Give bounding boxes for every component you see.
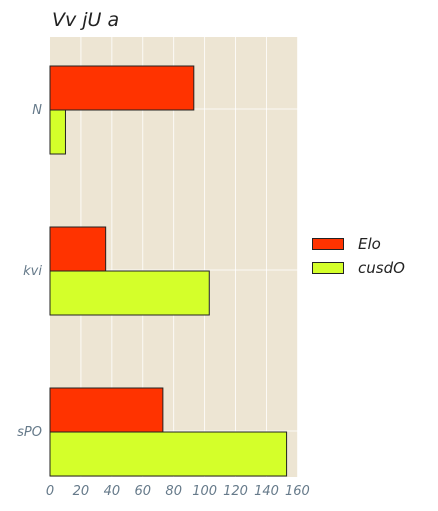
x-tick-labels: 0 20 40 60 80 100 120 140 160 xyxy=(46,484,310,499)
bar-Elo-kvi xyxy=(49,226,107,272)
x-tick-label: 140 xyxy=(254,484,279,499)
x-tick-label: 0 xyxy=(46,484,54,499)
x-tick-label: 20 xyxy=(73,484,90,499)
bar-cusdO-kvi xyxy=(49,270,210,316)
x-tick-label: 100 xyxy=(192,484,217,499)
chart-title: Vv jU a xyxy=(52,9,120,31)
y-tick-label: N xyxy=(32,103,42,118)
x-tick-label: 120 xyxy=(223,484,248,499)
x-tick-label: 60 xyxy=(135,484,152,499)
legend-swatch-series-2 xyxy=(312,262,344,274)
y-tick-label: sPO xyxy=(17,425,42,440)
x-tick-label: 80 xyxy=(165,484,182,499)
legend-item-series-2: cusdO xyxy=(312,256,405,280)
bar-cusdO-sPO xyxy=(49,431,288,477)
x-tick-label: 40 xyxy=(104,484,121,499)
legend-label-series-1: Elo xyxy=(358,235,381,253)
bars xyxy=(49,65,288,477)
y-tick-label: kvi xyxy=(23,264,42,279)
legend-item-series-1: Elo xyxy=(312,232,405,256)
bar-Elo-N xyxy=(49,65,195,111)
bar-cusdO-N xyxy=(49,109,66,155)
legend-swatch-series-1 xyxy=(312,238,344,250)
bar-Elo-sPO xyxy=(49,387,164,433)
legend: Elo cusdO xyxy=(312,232,405,280)
legend-label-series-2: cusdO xyxy=(358,259,405,277)
x-tick-label: 160 xyxy=(285,484,310,499)
